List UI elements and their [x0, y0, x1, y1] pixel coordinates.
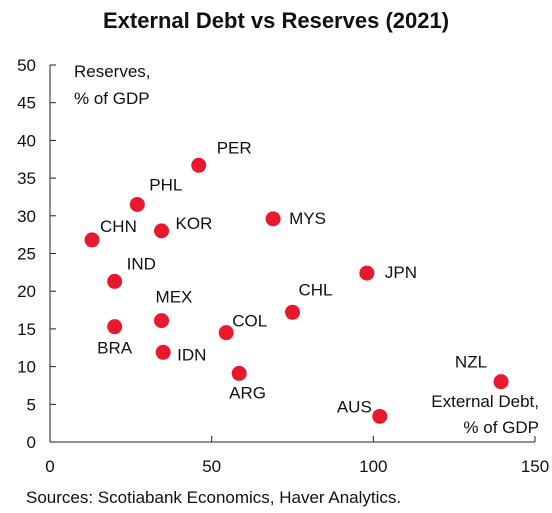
x-tick-label: 0: [45, 457, 54, 476]
data-points: PER PHL MYS KOR CHN JPN IND CHL MEX BRA COL IDN ARG N…: [84, 138, 509, 424]
point-label-kor: KOR: [176, 214, 213, 233]
data-point-mex: [154, 313, 170, 329]
point-label-jpn: JPN: [385, 263, 417, 282]
point-label-col: COL: [232, 312, 267, 331]
point-label-nzl: NZL: [455, 353, 487, 372]
data-point-phl: [129, 196, 145, 212]
data-point-aus: [372, 408, 388, 424]
y-tick-label: 0: [27, 433, 36, 452]
y-tick-label: 20: [17, 282, 36, 301]
data-point-kor: [154, 223, 170, 239]
y-axis-label-line2: % of GDP: [74, 89, 150, 108]
y-tick-label: 45: [17, 94, 36, 113]
data-point-chl: [285, 304, 300, 320]
y-axis-label-line1: Reserves,: [74, 62, 151, 81]
data-point-col: [218, 325, 234, 341]
point-label-idn: IDN: [177, 345, 206, 364]
x-axis-label-line1: External Debt,: [431, 392, 539, 411]
point-label-chl: CHL: [299, 280, 333, 299]
y-tick-label: 40: [17, 131, 36, 150]
data-point-chn: [84, 232, 100, 248]
point-label-mex: MEX: [156, 288, 193, 307]
x-tick-label: 50: [202, 457, 221, 476]
data-point-mys: [265, 211, 281, 227]
y-tick-label: 5: [27, 395, 36, 414]
x-tick-label: 100: [359, 457, 387, 476]
y-tick-label: 10: [17, 358, 36, 377]
data-point-arg: [231, 365, 247, 381]
data-point-per: [191, 157, 207, 173]
point-label-ind: IND: [127, 254, 156, 273]
data-point-idn: [155, 344, 171, 360]
point-label-per: PER: [217, 138, 252, 157]
source-note: Sources: Scotiabank Economics, Haver Ana…: [26, 488, 402, 507]
point-label-aus: AUS: [337, 397, 372, 416]
point-label-arg: ARG: [229, 383, 266, 402]
point-label-bra: BRA: [97, 339, 133, 358]
x-tick-label: 150: [521, 457, 549, 476]
y-tick-label: 15: [17, 320, 36, 339]
point-label-phl: PHL: [149, 175, 182, 194]
axes: 0 5 10 15 20 25 30 35 40 45 50 0 50 100 150: [17, 56, 549, 476]
data-point-nzl: [493, 374, 509, 390]
point-label-chn: CHN: [100, 217, 137, 236]
data-point-jpn: [359, 265, 375, 281]
data-point-bra: [107, 319, 123, 335]
point-label-mys: MYS: [289, 209, 326, 228]
y-tick-label: 30: [17, 207, 36, 226]
data-point-ind: [107, 273, 123, 289]
x-axis-label-line2: % of GDP: [463, 418, 539, 437]
y-tick-label: 35: [17, 169, 36, 188]
chart-title: External Debt vs Reserves (2021): [102, 8, 450, 33]
y-tick-label: 50: [17, 56, 36, 75]
y-tick-label: 25: [17, 245, 36, 264]
